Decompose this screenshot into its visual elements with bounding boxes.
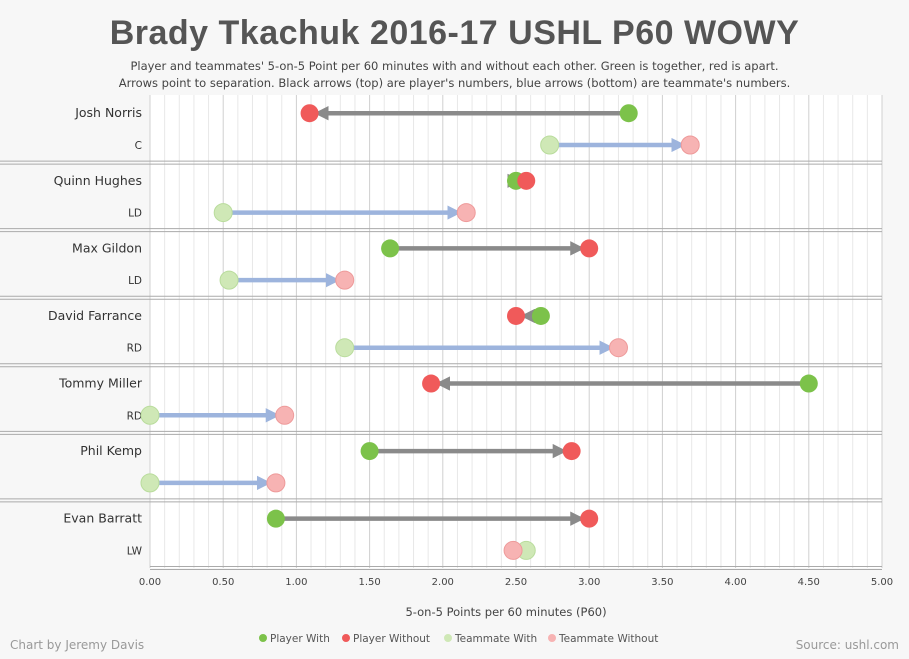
x-tick-label: 5.00 [871, 577, 893, 588]
teammate-with-point [219, 270, 239, 290]
player-with-point [531, 306, 550, 325]
teammate-with-point [213, 203, 233, 223]
x-tick-label: 3.50 [651, 577, 673, 588]
teammate-name-label: Evan Barratt [63, 511, 142, 526]
legend-item-label: Player Without [353, 633, 430, 645]
player-with-point [381, 239, 400, 258]
legend-marker [342, 634, 350, 642]
player-without-point [517, 171, 536, 190]
teammate-name-label: Max Gildon [72, 240, 142, 255]
credit-text: Chart by Jeremy Davis [10, 638, 145, 652]
player-without-point [562, 442, 581, 461]
x-tick-label: 3.00 [578, 577, 600, 588]
x-tick-label: 0.50 [212, 577, 234, 588]
chart-title: Brady Tkachuk 2016-17 USHL P60 WOWY [109, 14, 800, 52]
x-tick-label: 4.50 [798, 577, 820, 588]
teammate-without-point [503, 540, 523, 560]
x-tick-label: 1.50 [358, 577, 380, 588]
teammate-with-point [140, 405, 160, 425]
legend-marker [444, 634, 452, 642]
teammate-with-point [140, 473, 160, 493]
teammate-without-point [266, 473, 286, 493]
teammate-position-label: RD [127, 343, 142, 355]
player-without-point [580, 239, 599, 258]
x-axis-title: 5-on-5 Points per 60 minutes (P60) [405, 605, 606, 619]
teammate-with-point [335, 338, 355, 358]
source-text: Source: ushl.com [795, 638, 899, 652]
legend-item-label: Teammate Without [558, 633, 658, 645]
teammate-with-point [540, 135, 560, 155]
teammate-position-label: LD [128, 208, 142, 220]
teammate-name-label: David Farrance [48, 308, 142, 323]
teammate-without-point [608, 338, 628, 358]
teammate-without-point [275, 405, 295, 425]
legend-marker [548, 634, 556, 642]
player-without-point [507, 306, 525, 325]
chart-subtitle-line2: Arrows point to separation. Black arrows… [118, 76, 791, 90]
teammate-position-label: LD [128, 275, 142, 287]
x-tick-label: 2.50 [505, 577, 527, 588]
teammate-position-label: LW [127, 545, 143, 557]
x-tick-label: 0.00 [139, 577, 161, 588]
teammate-name-label: Josh Norris [74, 105, 142, 120]
player-without-point [580, 509, 599, 528]
teammate-name-label: Quinn Hughes [54, 173, 142, 188]
teammate-position-label: RD [127, 410, 142, 422]
player-with-point [799, 374, 818, 393]
teammate-name-label: Phil Kemp [80, 443, 142, 458]
legend-item-label: Teammate With [454, 633, 537, 645]
teammate-name-label: Tommy Miller [58, 376, 143, 391]
legend-item-label: Player With [270, 633, 330, 645]
player-with-point [360, 442, 379, 461]
player-without-point [422, 374, 441, 393]
teammate-without-point [456, 203, 476, 223]
player-without-point [300, 104, 319, 123]
teammate-without-point [680, 135, 700, 155]
player-with-point [619, 104, 638, 123]
player-with-point [266, 509, 285, 528]
chart-subtitle-line1: Player and teammates' 5-on-5 Point per 6… [130, 59, 779, 73]
x-tick-label: 4.00 [724, 577, 746, 588]
teammate-without-point [335, 270, 355, 290]
legend-marker [259, 634, 267, 642]
x-tick-label: 1.00 [285, 577, 307, 588]
teammate-position-label: C [135, 140, 142, 152]
x-tick-label: 2.00 [432, 577, 454, 588]
